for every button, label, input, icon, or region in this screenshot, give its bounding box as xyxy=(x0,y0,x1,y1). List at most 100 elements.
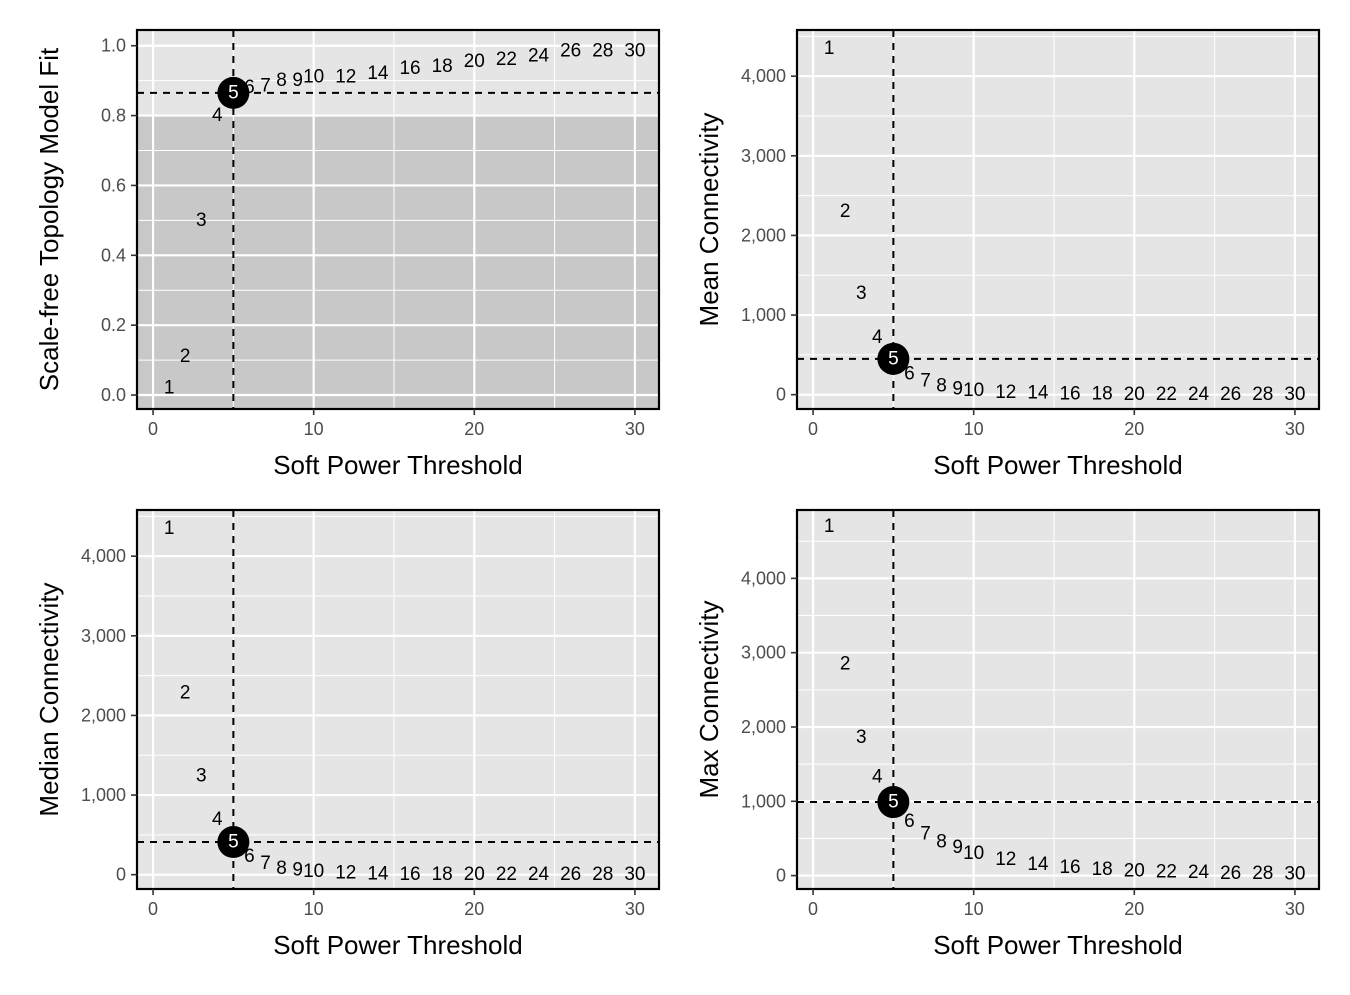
y-tick-label: 0.2 xyxy=(101,315,126,335)
panel-background xyxy=(137,510,659,889)
x-tick-label: 30 xyxy=(625,899,645,919)
power-point-label: 18 xyxy=(432,864,453,885)
y-tick-label: 1.0 xyxy=(101,36,126,56)
power-point-label: 3 xyxy=(856,283,867,304)
power-point-label: 12 xyxy=(995,382,1016,403)
power-point-label: 22 xyxy=(496,49,517,70)
power-point-label: 6 xyxy=(904,811,915,832)
x-axis-title: Soft Power Threshold xyxy=(273,450,523,480)
power-point-label: 8 xyxy=(936,832,947,853)
power-point-label: 24 xyxy=(528,864,550,885)
y-tick-label: 1,000 xyxy=(81,785,126,805)
power-point-label: 14 xyxy=(1027,383,1049,404)
power-point-label: 6 xyxy=(244,846,255,867)
x-tick-label: 20 xyxy=(464,419,484,439)
power-point-label: 10 xyxy=(963,380,984,401)
selected-power-marker xyxy=(217,826,250,859)
power-point-label: 28 xyxy=(1252,384,1273,405)
power-point-label: 1 xyxy=(824,38,835,59)
y-tick-label: 0.8 xyxy=(101,106,126,126)
power-point-label: 8 xyxy=(276,70,287,91)
panel-border xyxy=(795,508,1321,891)
selected-power-marker xyxy=(217,76,250,109)
power-point-label: 26 xyxy=(560,864,581,885)
power-point-label: 9 xyxy=(952,837,963,858)
power-point-label: 16 xyxy=(399,58,420,79)
x-tick-label: 20 xyxy=(1124,899,1144,919)
x-axis-title: Soft Power Threshold xyxy=(273,930,523,960)
power-point-label: 7 xyxy=(920,824,931,845)
power-point-label: 28 xyxy=(1252,863,1273,884)
y-tick-label: 0 xyxy=(776,385,786,405)
power-point-label: 16 xyxy=(399,864,420,885)
power-point-label: 4 xyxy=(212,105,223,126)
power-point-label: 30 xyxy=(1284,384,1305,405)
power-point-label: 9 xyxy=(952,379,963,400)
power-point-label: 10 xyxy=(963,843,984,864)
power-point-label: 1 xyxy=(164,378,175,399)
y-axis-title: Mean Connectivity xyxy=(694,113,724,327)
power-point-label: 9 xyxy=(292,859,303,880)
selected-power-marker xyxy=(877,342,910,375)
y-tick-label: 0 xyxy=(116,865,126,885)
power-point-label: 2 xyxy=(180,683,191,704)
selected-power-label: 5 xyxy=(888,348,899,369)
selected-power-marker xyxy=(877,786,910,819)
power-point-label: 20 xyxy=(464,864,485,885)
power-point-label: 3 xyxy=(196,765,207,786)
power-point-label: 8 xyxy=(936,375,947,396)
power-point-label: 6 xyxy=(244,77,255,98)
y-tick-label: 4,000 xyxy=(741,568,786,588)
x-axis-title: Soft Power Threshold xyxy=(933,450,1183,480)
power-point-label: 4 xyxy=(872,766,883,787)
power-point-label: 3 xyxy=(196,210,207,231)
power-point-label: 3 xyxy=(856,727,867,748)
power-point-label: 10 xyxy=(303,861,324,882)
power-point-label: 30 xyxy=(624,40,645,61)
panel-border xyxy=(795,28,1321,411)
power-point-label: 12 xyxy=(335,67,356,88)
power-point-label: 1 xyxy=(164,518,175,539)
y-tick-label: 3,000 xyxy=(741,643,786,663)
power-point-label: 14 xyxy=(367,63,389,84)
power-point-label: 26 xyxy=(1220,863,1241,884)
power-point-label: 28 xyxy=(592,864,613,885)
power-point-label: 14 xyxy=(367,863,389,884)
power-point-label: 30 xyxy=(624,864,645,885)
power-point-label: 9 xyxy=(292,70,303,91)
y-tick-label: 0.4 xyxy=(101,245,126,265)
y-tick-label: 1,000 xyxy=(741,791,786,811)
power-point-label: 18 xyxy=(1092,383,1113,404)
power-point-label: 6 xyxy=(904,363,915,384)
power-point-label: 4 xyxy=(872,327,883,348)
power-point-label: 7 xyxy=(920,371,931,392)
panel-border xyxy=(135,28,661,411)
power-point-label: 10 xyxy=(303,67,324,88)
power-point-label: 22 xyxy=(1156,861,1177,882)
panel-background xyxy=(797,510,1319,889)
power-point-label: 12 xyxy=(335,863,356,884)
x-tick-label: 0 xyxy=(808,419,818,439)
power-point-label: 20 xyxy=(1124,384,1145,405)
x-tick-label: 20 xyxy=(464,899,484,919)
power-point-label: 14 xyxy=(1027,854,1049,875)
power-point-label: 20 xyxy=(464,51,485,72)
power-point-label: 4 xyxy=(212,809,223,830)
x-tick-label: 0 xyxy=(808,899,818,919)
power-point-label: 7 xyxy=(260,853,271,874)
selected-power-label: 5 xyxy=(888,792,899,813)
power-point-label: 18 xyxy=(1092,859,1113,880)
y-tick-label: 2,000 xyxy=(81,705,126,725)
x-tick-label: 10 xyxy=(304,899,324,919)
x-tick-label: 30 xyxy=(1285,899,1305,919)
y-axis-title: Max Connectivity xyxy=(694,601,724,799)
y-tick-label: 3,000 xyxy=(81,626,126,646)
x-tick-label: 10 xyxy=(964,899,984,919)
y-axis-title: Scale-free Topology Model Fit xyxy=(34,47,64,391)
x-tick-label: 30 xyxy=(1285,419,1305,439)
power-point-label: 12 xyxy=(995,849,1016,870)
power-point-label: 28 xyxy=(592,40,613,61)
